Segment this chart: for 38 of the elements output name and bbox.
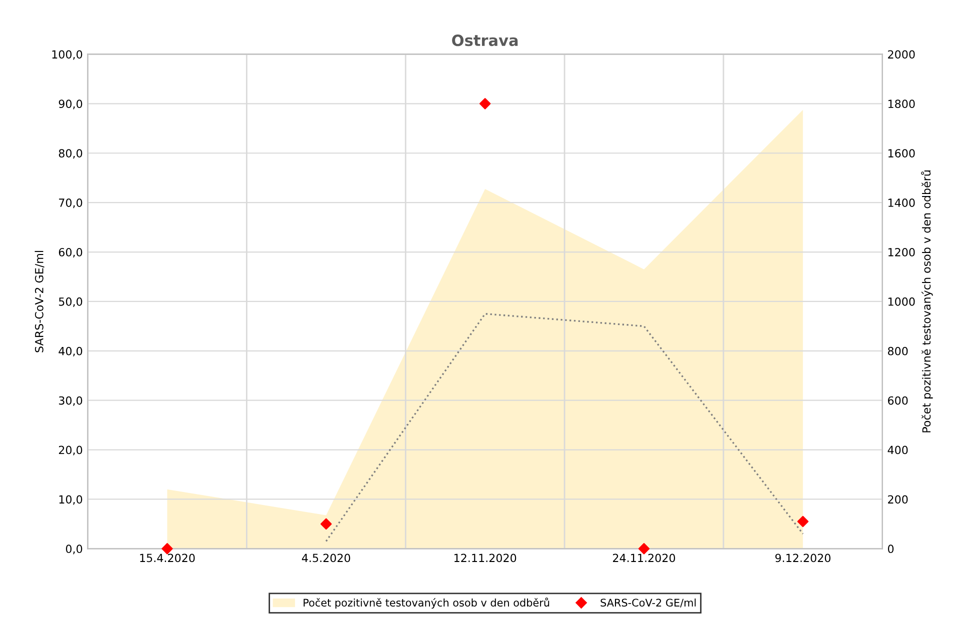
- chart-title: Ostrava: [452, 34, 518, 46]
- y2-tick-label: 400: [888, 446, 908, 454]
- y-tick-label: 10,0: [59, 495, 82, 505]
- y2-tick-label: 600: [888, 396, 908, 405]
- x-tick-label: 15.4.2020: [140, 554, 195, 562]
- x-tick-label: 4.5.2020: [302, 554, 350, 562]
- y-tick-label: 50,0: [59, 297, 82, 307]
- y-axis-title: SARS-CoV-2 GE/ml: [34, 250, 44, 352]
- point: [479, 98, 491, 110]
- legend-label: SARS-CoV-2 GE/ml: [600, 598, 696, 608]
- y-tick-label: 40,0: [58, 346, 82, 356]
- y2-tick-label: 200: [888, 495, 908, 504]
- y-tick-label: 70,0: [59, 198, 82, 208]
- y-tick-label: 0,0: [66, 544, 82, 554]
- y2-tick-label: 1800: [888, 100, 915, 108]
- x-tick-label: 24.11.2020: [612, 554, 676, 562]
- y2-tick-label: 1200: [888, 248, 915, 256]
- y2-axis-title: Počet pozitivně testovaných osob v den odběrů: [921, 170, 933, 432]
- y-tick-label: 90,0: [58, 100, 82, 110]
- point: [162, 543, 173, 554]
- x-tick-label: 9.12.2020: [775, 554, 830, 562]
- point: [797, 516, 809, 528]
- legend-label: Počet pozitivně testovaných osob v den odběrů: [304, 598, 550, 609]
- y2-tick-label: 2000: [888, 50, 915, 59]
- y-tick-label: 20,0: [58, 446, 82, 456]
- y-tick-label: 80,0: [58, 149, 82, 159]
- y-tick-label: 30,0: [58, 396, 82, 406]
- y2-tick-label: 800: [888, 346, 908, 356]
- y2-tick-label: 0: [888, 544, 894, 554]
- x-tick-label: 12.11.2020: [454, 554, 516, 562]
- y-tick-label: 100,0: [52, 50, 82, 60]
- y2-tick-label: 1600: [888, 149, 915, 158]
- y2-tick-label: 1400: [888, 198, 915, 207]
- y2-tick-label: 1000: [888, 297, 915, 306]
- point: [638, 543, 650, 554]
- line-series: [325, 312, 804, 542]
- point: [320, 518, 332, 530]
- y-tick-label: 60,0: [58, 248, 82, 258]
